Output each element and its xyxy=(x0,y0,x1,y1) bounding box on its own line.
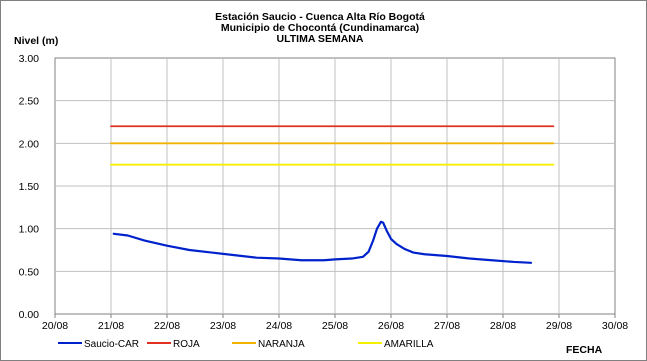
y-tick-label: 1.00 xyxy=(19,224,40,236)
legend-label-amarilla: AMARILLA xyxy=(384,339,434,350)
chart-title-line-3: ULTIMA SEMANA xyxy=(277,33,364,45)
y-tick-label: 2.50 xyxy=(19,96,40,108)
x-tick-label: 21/08 xyxy=(98,320,124,332)
y-tick-label: 3.00 xyxy=(19,53,40,65)
chart-title-line-1: Estación Saucio - Cuenca Alta Río Bogotá xyxy=(215,11,425,23)
x-axis-label: FECHA xyxy=(566,344,603,356)
legend-label-saucio-car: Saucio-CAR xyxy=(84,339,139,350)
plot-grid xyxy=(54,57,616,318)
y-tick-label: 0.00 xyxy=(19,309,40,321)
legend: Saucio-CAR ROJA NARANJA AMARILLA xyxy=(58,339,434,350)
y-tick-label: 1.50 xyxy=(19,181,40,193)
x-tick-label: 24/08 xyxy=(266,320,292,332)
x-tick-label: 20/08 xyxy=(42,320,68,332)
x-tick-label: 27/08 xyxy=(434,320,460,332)
x-tick-label: 30/08 xyxy=(602,320,628,332)
x-tick-label: 28/08 xyxy=(490,320,516,332)
x-tick-label: 23/08 xyxy=(210,320,236,332)
y-axis-label: Nivel (m) xyxy=(14,35,58,47)
legend-label-roja: ROJA xyxy=(173,339,200,350)
x-tick-label: 25/08 xyxy=(322,320,348,332)
plot-ticks: 0.00 0.50 1.00 1.50 2.00 2.50 3.00 20/08 21/08 22… xyxy=(19,53,629,332)
series-line-saucio-car xyxy=(112,220,533,264)
x-tick-label: 22/08 xyxy=(154,320,180,332)
y-tick-label: 2.00 xyxy=(19,138,40,150)
chart-title-line-2: Municipio de Chocontá (Cundinamarca) xyxy=(221,22,419,34)
legend-label-naranja: NARANJA xyxy=(258,339,305,350)
y-tick-label: 0.50 xyxy=(19,266,40,278)
x-tick-label: 29/08 xyxy=(546,320,572,332)
x-tick-label: 26/08 xyxy=(378,320,404,332)
plot-series xyxy=(110,125,555,264)
